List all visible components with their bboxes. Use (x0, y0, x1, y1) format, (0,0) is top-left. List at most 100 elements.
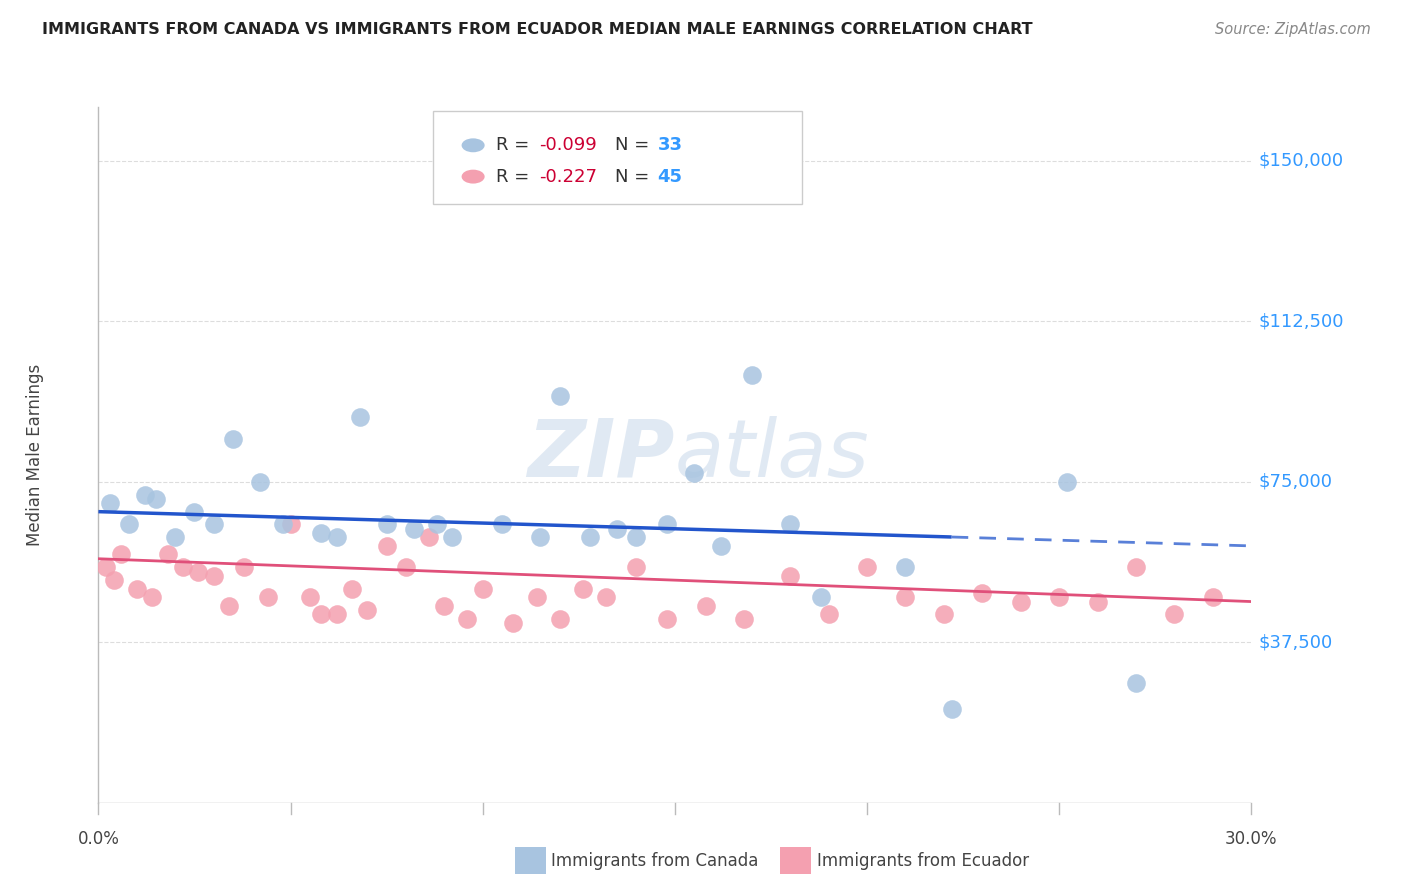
Text: Immigrants from Canada: Immigrants from Canada (551, 852, 758, 870)
Point (1056, 475, 1078, 489)
Point (426, 517, 449, 532)
Point (375, 539, 398, 553)
Point (402, 522, 425, 536)
Point (1163, 607, 1185, 622)
Point (118, 517, 141, 532)
Text: $75,000: $75,000 (1258, 473, 1333, 491)
Point (356, 603, 378, 617)
Point (502, 615, 524, 630)
Point (395, 560, 418, 574)
Point (325, 530, 347, 544)
Point (710, 539, 733, 553)
Text: Immigrants from Ecuador: Immigrants from Ecuador (817, 852, 1029, 870)
Point (548, 612, 571, 626)
Point (256, 591, 278, 605)
Point (548, 389, 571, 403)
Point (298, 591, 321, 605)
Text: N =: N = (614, 136, 655, 154)
Point (571, 582, 593, 596)
Point (695, 599, 717, 613)
Point (810, 591, 832, 605)
Point (165, 530, 187, 544)
Point (491, 517, 513, 532)
Point (98, 496, 121, 510)
Point (187, 565, 209, 579)
Point (311, 526, 333, 541)
Point (941, 701, 963, 715)
Point (456, 612, 478, 626)
Point (94, 560, 117, 574)
Text: 33: 33 (658, 136, 682, 154)
Point (741, 368, 763, 382)
Text: N =: N = (614, 168, 655, 186)
Text: IMMIGRANTS FROM CANADA VS IMMIGRANTS FROM ECUADOR MEDIAN MALE EARNINGS CORRELATI: IMMIGRANTS FROM CANADA VS IMMIGRANTS FRO… (42, 22, 1033, 37)
Point (526, 591, 548, 605)
Point (271, 517, 294, 532)
Text: $150,000: $150,000 (1258, 152, 1344, 169)
Text: $37,500: $37,500 (1258, 633, 1333, 651)
Point (932, 607, 955, 622)
Point (1087, 594, 1109, 608)
Point (626, 530, 648, 544)
Point (340, 582, 363, 596)
Point (626, 560, 648, 574)
Point (349, 410, 371, 425)
Point (375, 517, 398, 532)
Point (894, 591, 917, 605)
Point (311, 607, 333, 622)
Circle shape (461, 138, 485, 153)
Point (1047, 591, 1070, 605)
Point (1010, 594, 1032, 608)
Point (733, 612, 755, 626)
Point (280, 517, 302, 532)
Point (779, 569, 801, 583)
Point (433, 599, 456, 613)
Text: R =: R = (496, 168, 536, 186)
Point (894, 560, 917, 574)
Text: 0.0%: 0.0% (77, 830, 120, 847)
Point (657, 612, 679, 626)
Point (1202, 591, 1225, 605)
Point (110, 548, 132, 562)
Text: R =: R = (496, 136, 536, 154)
Point (595, 591, 617, 605)
Point (657, 517, 679, 532)
Point (222, 432, 245, 446)
Point (529, 530, 551, 544)
Point (856, 560, 879, 574)
Bar (780, 847, 811, 874)
Text: Source: ZipAtlas.com: Source: ZipAtlas.com (1215, 22, 1371, 37)
Point (972, 586, 994, 600)
Point (471, 582, 494, 596)
Circle shape (461, 169, 485, 184)
Point (134, 487, 156, 501)
Point (145, 491, 167, 506)
Point (1125, 560, 1147, 574)
Point (125, 582, 148, 596)
Point (103, 573, 125, 587)
Point (418, 530, 440, 544)
FancyBboxPatch shape (433, 111, 801, 204)
Text: -0.099: -0.099 (538, 136, 596, 154)
Point (249, 475, 271, 489)
Point (202, 569, 225, 583)
Text: -0.227: -0.227 (538, 168, 596, 186)
Point (779, 517, 801, 532)
Point (683, 466, 706, 480)
Point (1125, 676, 1147, 690)
Point (141, 591, 163, 605)
Text: 30.0%: 30.0% (1225, 830, 1278, 847)
Text: 45: 45 (658, 168, 682, 186)
Text: ZIP: ZIP (527, 416, 675, 494)
Point (579, 530, 602, 544)
Point (218, 599, 240, 613)
Point (325, 607, 347, 622)
Point (172, 560, 194, 574)
Point (233, 560, 256, 574)
Point (606, 522, 628, 536)
Point (202, 517, 225, 532)
Point (156, 548, 179, 562)
Point (440, 530, 463, 544)
Point (183, 505, 205, 519)
Text: atlas: atlas (675, 416, 870, 494)
